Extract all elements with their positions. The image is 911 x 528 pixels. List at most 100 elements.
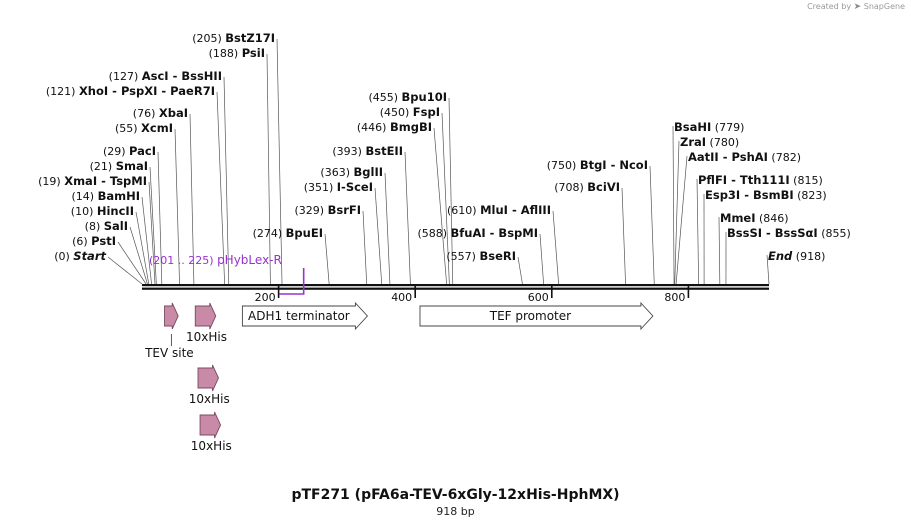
site-bamhi[interactable]: (14) BamHI: [72, 189, 152, 285]
svg-text:(393) BstEII: (393) BstEII: [332, 144, 403, 158]
site-btgi[interactable]: (750) BtgI - NcoI: [547, 158, 655, 285]
site-xcmi[interactable]: (55) XcmI: [115, 121, 180, 285]
feature-label: TEV site: [144, 346, 194, 360]
plasmid-length: 918 bp: [436, 505, 475, 518]
svg-text:(750) BtgI - NcoI: (750) BtgI - NcoI: [547, 158, 648, 172]
site-bglii[interactable]: (363) BglII: [320, 165, 391, 285]
svg-text:(201 .. 225) pHybLex-R: (201 .. 225) pHybLex-R: [149, 253, 282, 267]
svg-text:(29) PacI: (29) PacI: [103, 144, 156, 158]
svg-text:BssSI - BssSαI (855): BssSI - BssSαI (855): [727, 226, 851, 240]
feature-label: ADH1 terminator: [248, 309, 350, 323]
site-xmai[interactable]: (19) XmaI - TspMI: [38, 174, 156, 285]
svg-text:(610) MluI - AflIII: (610) MluI - AflIII: [447, 203, 551, 217]
ruler-tick-400: 400: [391, 286, 417, 304]
feature-10xhis[interactable]: 10xHis: [191, 411, 232, 453]
svg-text:(351) I-SceI: (351) I-SceI: [304, 180, 373, 194]
site-end[interactable]: End (918): [766, 249, 825, 285]
svg-text:(127) AscI - BssHII: (127) AscI - BssHII: [109, 69, 222, 83]
svg-text:(329) BsrFI: (329) BsrFI: [295, 203, 362, 217]
created-by-text: Created by: [807, 2, 852, 11]
site-xhoi[interactable]: (121) XhoI - PspXI - PaeR7I: [46, 84, 225, 285]
site-bpuei[interactable]: (274) BpuEI: [253, 226, 330, 285]
site-hincii[interactable]: (10) HincII: [71, 204, 150, 285]
site-mlui[interactable]: (610) MluI - AflIII: [447, 203, 559, 285]
svg-text:(14) BamHI: (14) BamHI: [72, 189, 141, 203]
svg-text:(121) XhoI - PspXI - PaeR: (121) XhoI - PspXI - PaeR7I: [46, 84, 215, 98]
site-aatii[interactable]: AatII - PshAI (782): [675, 150, 801, 285]
site-mmei[interactable]: MmeI (846): [718, 211, 789, 285]
svg-text:(21) SmaI: (21) SmaI: [90, 159, 148, 173]
svg-text:(557) BseRI: (557) BseRI: [446, 249, 516, 263]
backbone-bottom-strand: [142, 287, 769, 290]
feature-10xhis[interactable]: 10xHis: [189, 364, 230, 406]
ruler-label: 400: [391, 291, 412, 304]
svg-text:(205) BstZ17I: (205) BstZ17I: [192, 31, 275, 45]
site-psii[interactable]: (188) PsiI: [209, 46, 271, 285]
feature-label: 10xHis: [189, 392, 230, 406]
ruler-tick-600: 600: [528, 286, 553, 304]
svg-text:(8) SalI: (8) SalI: [85, 219, 128, 233]
feature-tef-promoter[interactable]: TEF promoter: [419, 301, 654, 331]
primer-phyblex-r[interactable]: (201 .. 225) pHybLex-R: [149, 253, 305, 295]
site-bsteii[interactable]: (393) BstEII: [332, 144, 411, 285]
svg-text:(0) Start: (0) Start: [54, 249, 106, 263]
site-bstz17i[interactable]: (205) BstZ17I: [192, 31, 283, 285]
svg-text:(708) BciVI: (708) BciVI: [554, 180, 620, 194]
backbone-top-strand: [142, 284, 769, 287]
svg-text:(455) Bpu10I: (455) Bpu10I: [368, 90, 447, 104]
site-bsssi[interactable]: BssSI - BssSαI (855): [725, 226, 851, 285]
site-bcivi[interactable]: (708) BciVI: [554, 180, 626, 285]
site-bsahi[interactable]: BsaHI (779): [672, 120, 744, 285]
site-sali[interactable]: (8) SalI: [85, 219, 148, 285]
ruler-tick-800: 800: [664, 286, 690, 304]
svg-text:End (918): End (918): [768, 249, 825, 263]
site-zrai[interactable]: ZraI (780): [674, 135, 739, 285]
snapgene-credit: Created by ➤ SnapGene: [807, 2, 905, 12]
feature-label: TEF promoter: [489, 309, 571, 323]
site-bfuai[interactable]: (588) BfuAI - BspMI: [417, 226, 544, 285]
feature-tev-site[interactable]: TEV site: [144, 302, 194, 360]
svg-text:(363) BglII: (363) BglII: [320, 165, 383, 179]
svg-text:(450) FspI: (450) FspI: [380, 105, 440, 119]
ruler-label: 200: [255, 291, 276, 304]
snapgene-logo-icon: ➤: [853, 2, 862, 12]
feature-label: 10xHis: [191, 439, 232, 453]
svg-text:(188) PsiI: (188) PsiI: [209, 46, 265, 60]
site-xbai[interactable]: (76) XbaI: [133, 106, 195, 285]
site-bseri[interactable]: (557) BseRI: [446, 249, 523, 285]
site-pflfi[interactable]: PflFI - Tth111I (815): [696, 173, 823, 285]
svg-text:BsaHI (779): BsaHI (779): [674, 120, 744, 134]
svg-text:(10) HincII: (10) HincII: [71, 204, 134, 218]
svg-text:ZraI (780): ZraI (780): [680, 135, 739, 149]
site-bmgbi[interactable]: (446) BmgBI: [357, 120, 447, 285]
feature-adh1-terminator[interactable]: ADH1 terminator: [241, 301, 369, 331]
feature-10xhis[interactable]: 10xHis: [186, 302, 227, 344]
plasmid-title: pTF271 (pFA6a-TEV-6xGly-12xHis-HphMX): [291, 487, 620, 503]
svg-text:AatII - PshAI (782): AatII - PshAI (782): [688, 150, 801, 164]
svg-text:MmeI (846): MmeI (846): [720, 211, 789, 225]
svg-text:Esp3I - BsmBI (823): Esp3I - BsmBI (823): [705, 188, 827, 202]
site-i-scei[interactable]: (351) I-SceI: [304, 180, 383, 285]
ruler-label: 800: [664, 291, 685, 304]
feature-label: 10xHis: [186, 330, 227, 344]
snapgene-brand: SnapGene: [863, 2, 905, 11]
site-bsrfi[interactable]: (329) BsrFI: [295, 203, 368, 285]
svg-text:(274) BpuEI: (274) BpuEI: [253, 226, 323, 240]
primer-arrow: [279, 268, 305, 295]
site-bpu10i[interactable]: (455) Bpu10I: [368, 90, 454, 285]
svg-text:(588) BfuAI - BspMI: (588) BfuAI - BspMI: [417, 226, 538, 240]
ruler-tick-200: 200: [255, 286, 280, 304]
site-fspi[interactable]: (450) FspI: [380, 105, 450, 285]
site-smai[interactable]: (21) SmaI: [90, 159, 157, 285]
ruler-label: 600: [528, 291, 549, 304]
svg-text:(76) XbaI: (76) XbaI: [133, 106, 188, 120]
site-paci[interactable]: (29) PacI: [103, 144, 163, 285]
site-asci[interactable]: (127) AscI - BssHII: [109, 69, 230, 285]
svg-text:(55) XcmI: (55) XcmI: [115, 121, 173, 135]
site-esp3i[interactable]: Esp3I - BsmBI (823): [703, 188, 827, 285]
site-start[interactable]: (0) Start: [54, 249, 143, 285]
svg-text:PflFI - Tth111I (815): PflFI - Tth111I (815): [698, 173, 823, 187]
site-psti[interactable]: (6) PstI: [72, 234, 147, 285]
svg-text:(6) PstI: (6) PstI: [72, 234, 116, 248]
